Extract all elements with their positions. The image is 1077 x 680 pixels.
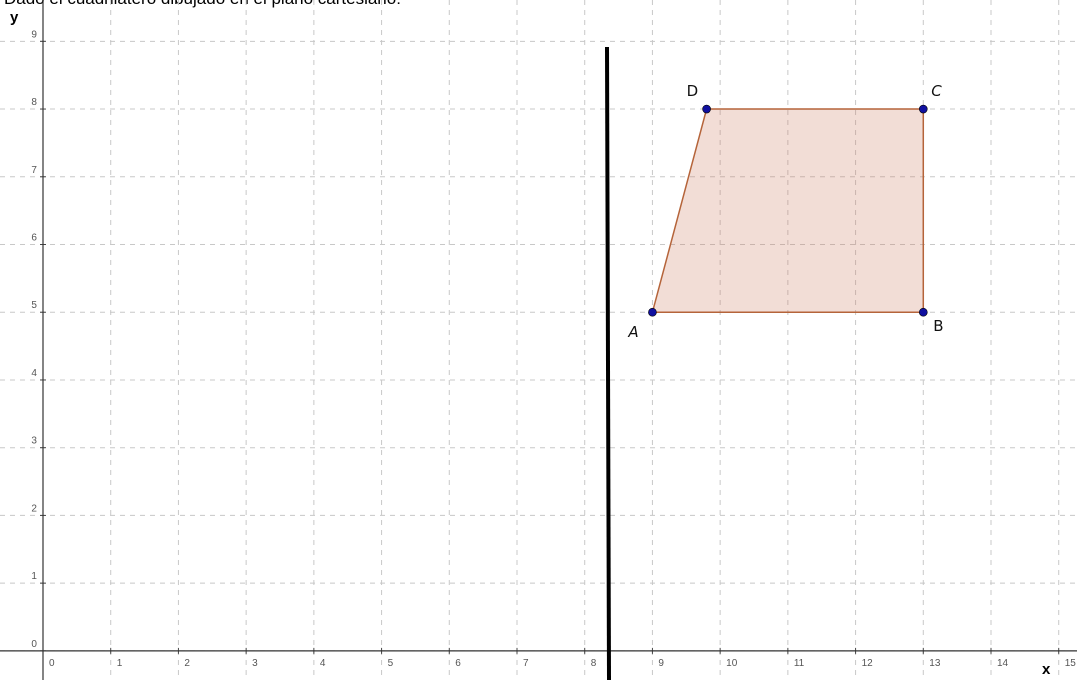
vertex [648,307,657,317]
y-tick-label: 8 [31,97,37,108]
instruction: Dado el cuadrilátero dibujado en el plan… [4,0,401,8]
x-tick-label: 13 [929,658,941,669]
y-tick-label: 3 [31,436,37,447]
x-tick-label: 4 [320,658,326,669]
x-tick-label: 8 [591,658,597,669]
x-tick-label: 2 [184,658,190,669]
y-tick-label: 9 [31,29,37,40]
y-tick-label: 1 [31,571,37,582]
x-tick-label: 12 [862,658,874,669]
y-tick-label: 4 [31,368,37,379]
vertex [918,104,928,114]
x-tick-label: 11 [794,658,805,669]
y-axis-label: y [10,9,19,26]
y-tick-label: 5 [31,300,37,311]
x-tick-label: 10 [726,658,738,669]
x-tick-label: 5 [388,658,394,669]
x-tick-label: 9 [658,658,664,669]
quadrilateral [651,108,925,313]
y-tick-label: 6 [31,233,37,244]
vertex-label: B [933,317,943,335]
x-axis-label: x [1042,661,1051,678]
x-tick-label: 0 [49,658,55,669]
vertex-label: D [687,82,699,100]
x-tick-label: 1 [117,658,123,669]
x-tick-label: 14 [997,658,1009,669]
x-tick-label: 7 [523,658,529,669]
y-tick-label: 2 [31,503,37,514]
y-tick-label: 7 [31,165,37,176]
x-tick-label: 3 [252,658,258,669]
vertex [918,307,928,317]
vertex-label: A [627,323,638,341]
quadrilateral-group: A B C D [627,82,943,341]
y-tick-label: 0 [31,639,37,650]
x-tick-label: 15 [1065,658,1077,669]
vertex [702,104,711,114]
x-tick-label: 6 [455,658,461,669]
divider-line [605,46,611,680]
vertex-label: C [931,82,942,100]
